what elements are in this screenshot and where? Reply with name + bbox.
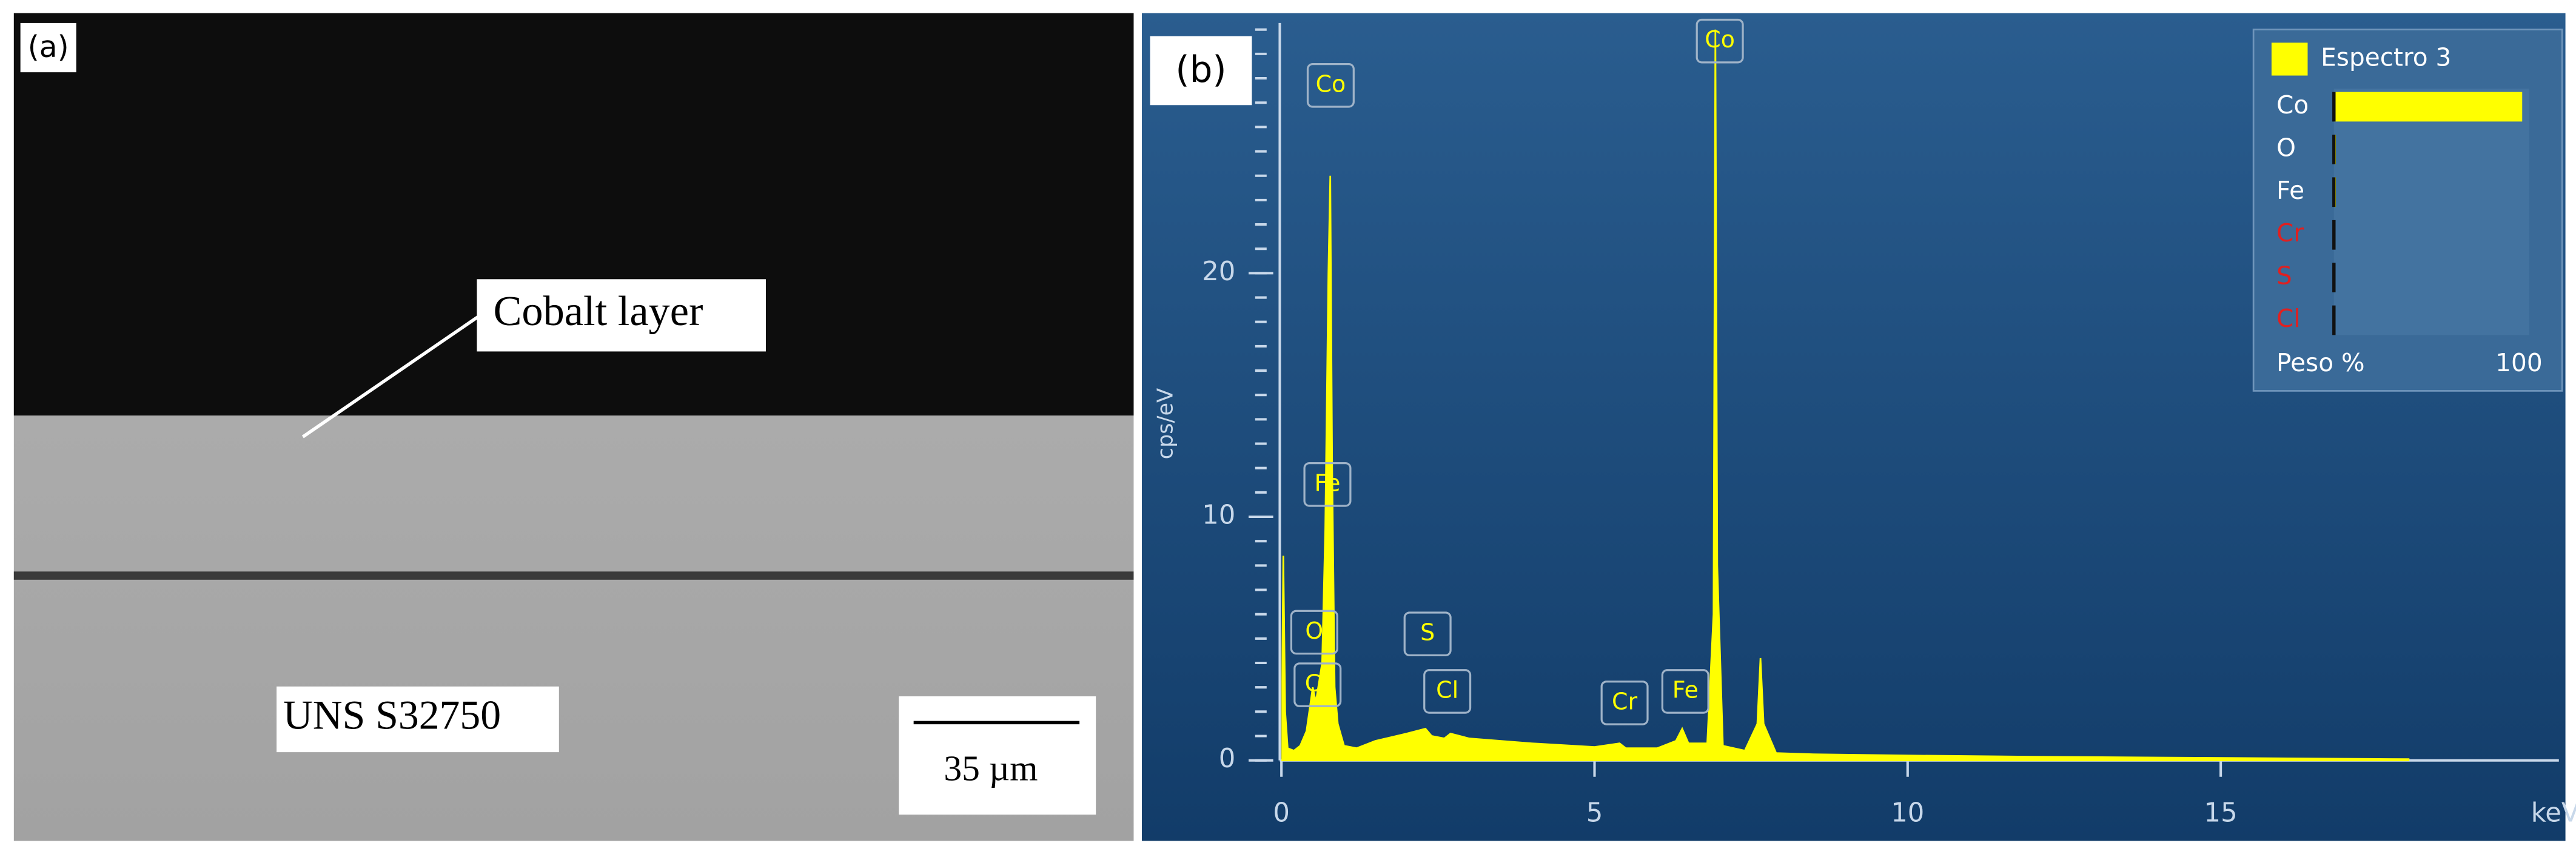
inset-category: Fe [2276,176,2304,205]
y-tick-label: 10 [1202,500,1235,531]
panel-label: (a) [28,30,69,64]
peak-label-box [1303,462,1352,507]
inset-category: Cl [2276,304,2301,333]
substrate-box [277,686,559,753]
minor-ticks [1255,28,1267,762]
y-tick-label: 20 [1202,257,1235,287]
cobalt-region [13,13,1134,416]
inset-axis-label: Peso % [2276,348,2365,377]
inset-category: O [2276,133,2296,162]
inset-category: S [2276,261,2292,291]
inset-swatch [2271,42,2308,76]
scale-box [899,696,1096,815]
x-tick-label: 5 [1586,798,1603,829]
peak-label: S [1420,619,1435,646]
peak-label-box [1306,62,1355,108]
pointer-line [301,314,481,439]
peak-label: Fe [1314,469,1340,496]
inset-title: Espectro 3 [2321,42,2451,72]
scale-label: 35 µm [944,748,1038,788]
peak-label: Cl [1436,676,1458,703]
peak-label-box [1403,611,1452,656]
inset-category: Cr [2276,218,2304,247]
inset-category: Co [2276,90,2309,119]
peak-label: Co [1705,26,1735,53]
label-box [20,22,76,73]
y-axis-label: cps/eV [1153,388,1178,460]
annotation: Cobalt layer [493,287,703,335]
substrate-label: UNS S32750 [283,693,501,738]
peak-label: Cr [1305,670,1330,697]
x-axis-label: keV [2531,798,2576,829]
peak-label-box [1696,18,1744,64]
inset-bar [2333,92,2523,122]
peak-label: O [1305,617,1323,644]
label-box [1150,36,1252,106]
interface-line [13,571,1134,580]
peak-label-box [1661,669,1709,714]
annotation-box [477,279,766,352]
peak-label: Fe [1672,676,1699,703]
inset-tick-label: 100 [2495,348,2543,377]
peak-label: Cr [1612,688,1637,714]
spectrum [1281,29,2410,762]
x-tick-label: 0 [1273,798,1290,829]
peak-label-box [1423,669,1472,714]
x-tick-label: 15 [2204,798,2238,829]
x-tick-label: 10 [1891,798,1924,829]
peak-label-box [1600,681,1649,725]
inset-plot [2333,89,2530,335]
peak-label-box [1290,610,1338,655]
y-tick-label: 0 [1219,744,1236,774]
panel-label: (b) [1175,49,1226,91]
peak-label-box [1293,662,1342,707]
peak-label: Co [1316,70,1346,97]
